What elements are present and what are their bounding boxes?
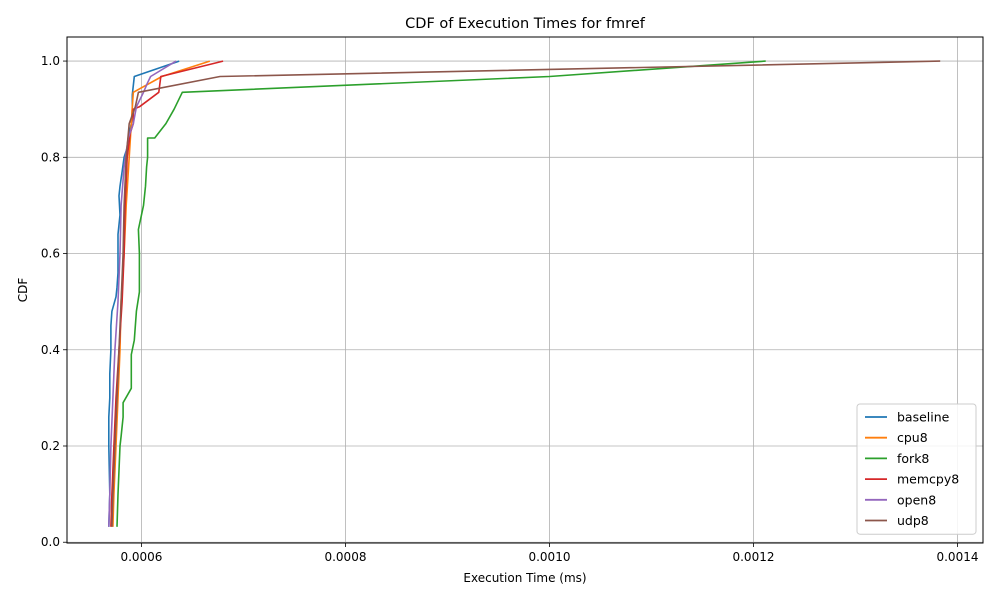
legend-box <box>856 403 977 535</box>
y-axis-ticks: 0.0 0.2 0.4 0.6 0.8 1.0 <box>41 54 67 549</box>
y-tick-label: 0.6 <box>41 247 60 261</box>
plot-frame <box>66 36 984 544</box>
y-tick-label: 0.4 <box>41 343 60 357</box>
chart-title: CDF of Execution Times for fmref <box>405 16 646 32</box>
legend-label-baseline: baseline <box>897 410 950 425</box>
x-tick-label: 0.0010 <box>528 550 570 564</box>
y-tick-label: 0.8 <box>41 150 60 164</box>
x-tick-label: 0.0006 <box>120 550 162 564</box>
legend: baseline cpu8 fork8 memcpy8 open8 udp8 <box>856 403 977 535</box>
legend-label-udp8: udp8 <box>897 513 929 528</box>
legend-label-open8: open8 <box>897 492 936 507</box>
y-tick-label: 0.0 <box>41 535 60 549</box>
grid <box>67 37 983 543</box>
legend-label-memcpy8: memcpy8 <box>897 472 959 487</box>
x-tick-label: 0.0008 <box>324 550 366 564</box>
x-axis-title: Execution Time (ms) <box>463 571 586 585</box>
series-line-fork8 <box>116 60 766 527</box>
legend-label-fork8: fork8 <box>897 451 929 466</box>
x-axis-ticks: 0.0006 0.0008 0.0010 0.0012 0.0014 <box>120 543 978 564</box>
x-tick-label: 0.0014 <box>936 550 978 564</box>
x-tick-label: 0.0012 <box>732 550 774 564</box>
y-tick-label: 0.2 <box>41 439 60 453</box>
series-line-udp8 <box>111 60 941 527</box>
series-line-open8 <box>108 60 177 527</box>
y-axis-title: CDF <box>16 278 30 303</box>
legend-label-cpu8: cpu8 <box>897 430 928 445</box>
series-lines <box>108 60 941 527</box>
series-line-memcpy8 <box>110 60 224 527</box>
y-tick-label: 1.0 <box>41 54 60 68</box>
